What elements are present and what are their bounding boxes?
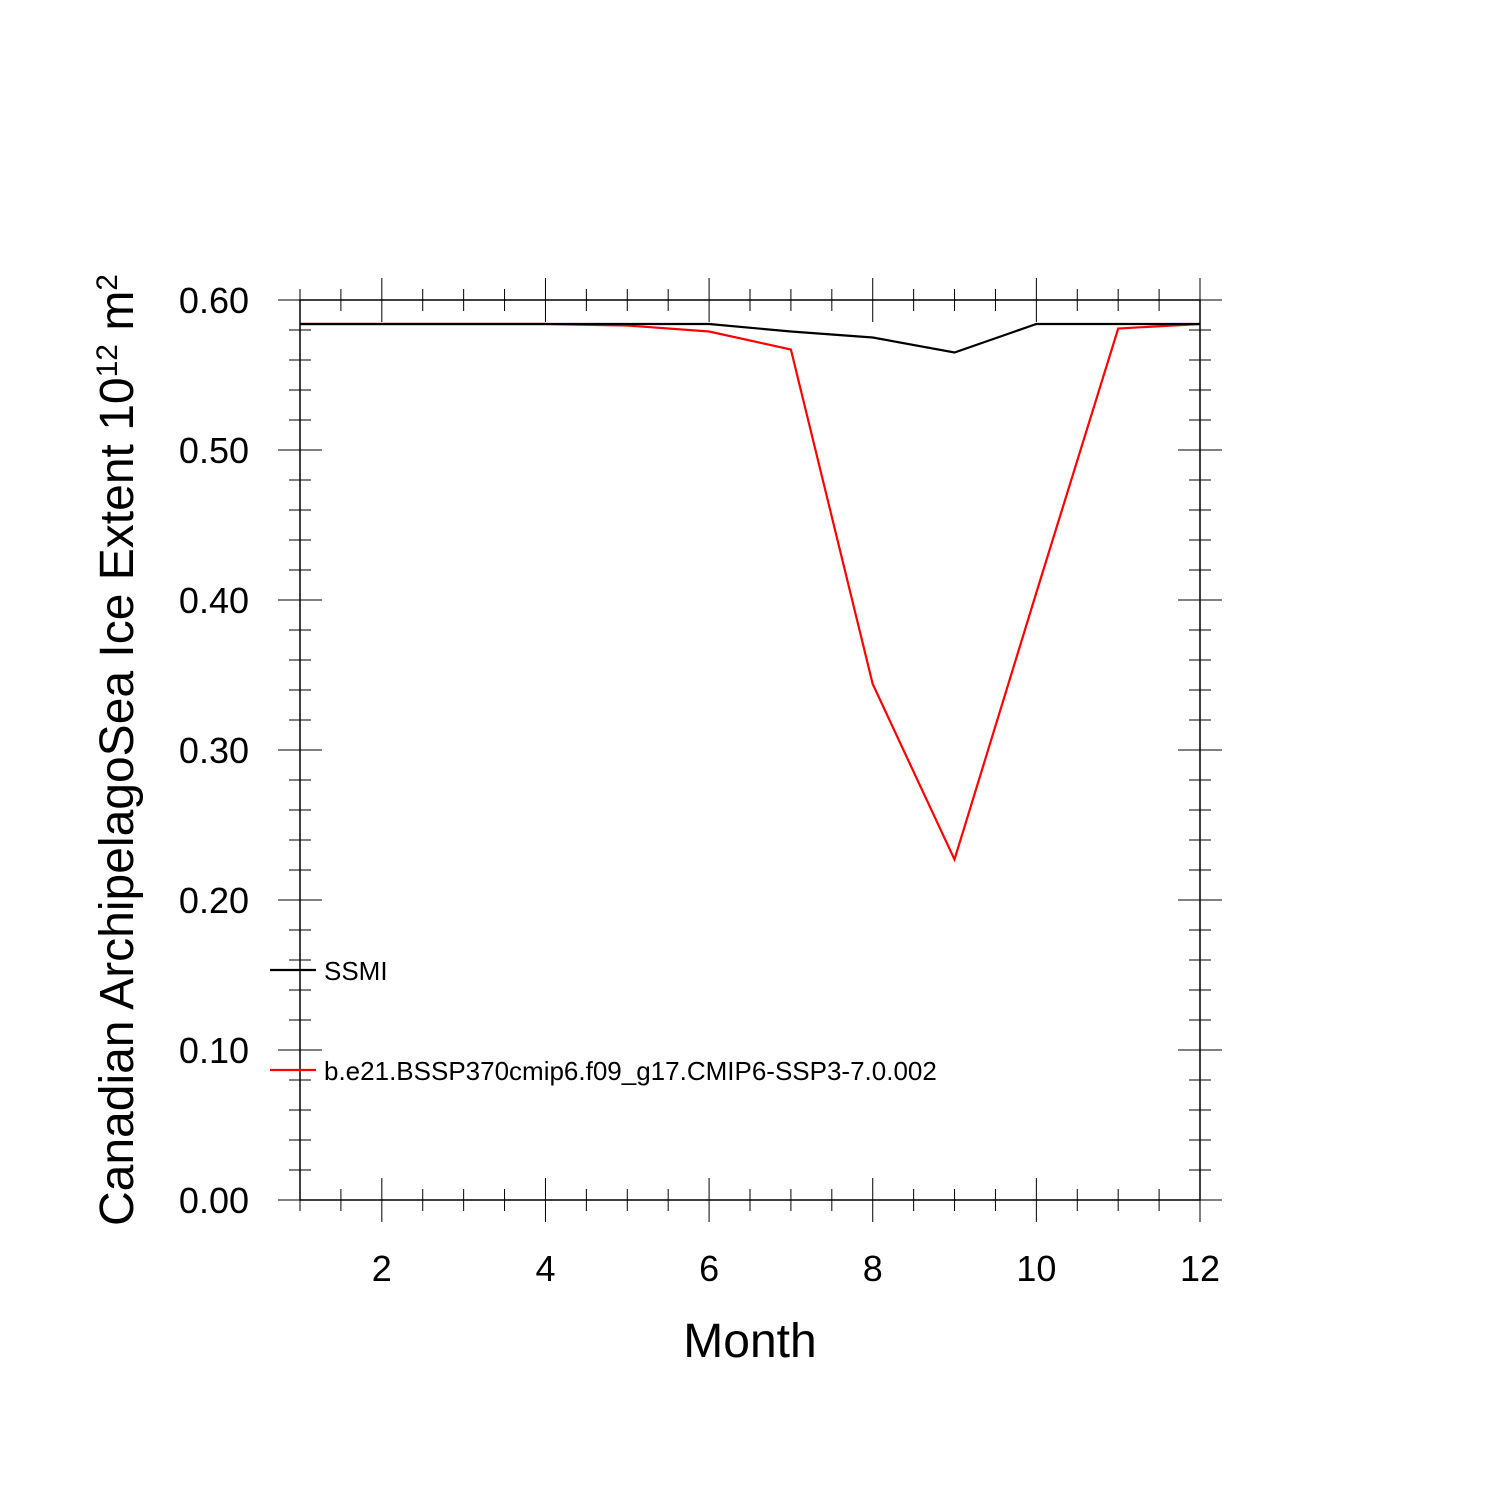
x-tick-label: 10 [1016, 1248, 1056, 1289]
y-tick-label: 0.00 [179, 1180, 249, 1221]
y-tick-labels: 0.00 0.10 0.20 0.30 0.40 0.50 0.60 [179, 280, 249, 1221]
plot-frame [299, 299, 1201, 1201]
y-axis-title-unit-exponent: 2 [91, 274, 124, 291]
series-line [300, 322, 1201, 863]
y-tick-label: 0.40 [179, 580, 249, 621]
y-axis-title: Canadian ArchipelagoSea Ice Extent 1012 … [91, 274, 145, 1226]
x-axis-title: Month [683, 1315, 816, 1368]
y-axis-title-exponent: 12 [91, 344, 124, 377]
legend: SSMI b.e21.BSSP370cmip6.f09_g17.CMIP6-SSP… [270, 956, 937, 1086]
legend-label: b.e21.BSSP370cmip6.f09_g17.CMIP6-SSP3-7.… [324, 1056, 937, 1086]
x-tick-label: 2 [372, 1248, 392, 1289]
y-axis-title-unit: m [91, 291, 144, 344]
y-tick-label: 0.10 [179, 1030, 249, 1071]
axis-ticks [278, 278, 1222, 1222]
series-line [300, 322, 1200, 354]
y-tick-label: 0.60 [179, 280, 249, 321]
x-tick-label: 6 [699, 1248, 719, 1289]
legend-label: SSMI [324, 956, 388, 986]
x-tick-labels: 2 4 6 8 10 12 [372, 1248, 1220, 1289]
y-tick-label: 0.30 [179, 730, 249, 771]
x-tick-label: 4 [535, 1248, 555, 1289]
x-tick-label: 12 [1180, 1248, 1220, 1289]
y-tick-label: 0.20 [179, 880, 249, 921]
y-tick-label: 0.50 [179, 430, 249, 471]
y-axis-title-main: Canadian ArchipelagoSea Ice Extent 10 [91, 377, 144, 1226]
series-lines [300, 322, 1201, 863]
x-tick-label: 8 [863, 1248, 883, 1289]
